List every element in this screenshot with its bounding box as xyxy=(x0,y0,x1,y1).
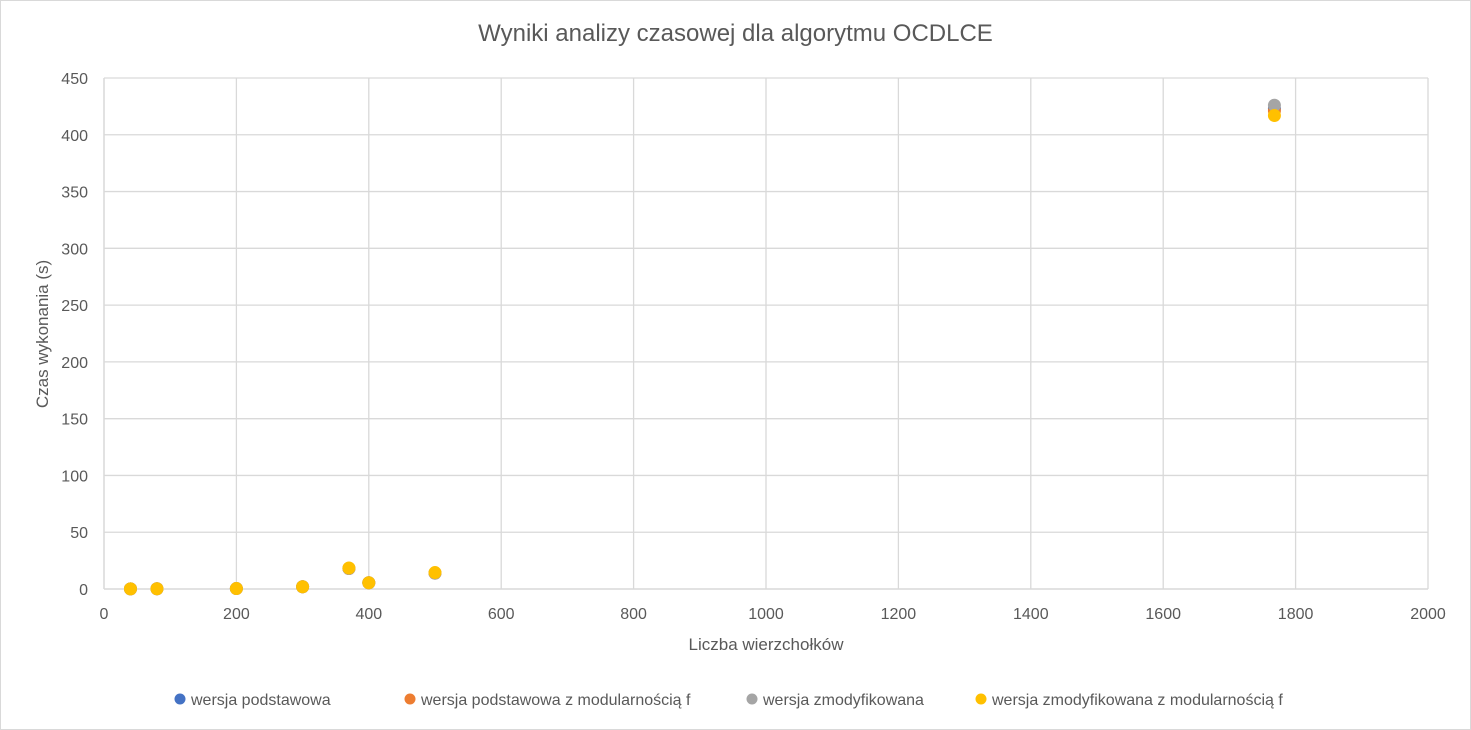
x-tick-label: 800 xyxy=(620,606,647,623)
axes xyxy=(103,78,1428,590)
x-tick-label: 200 xyxy=(223,606,250,623)
legend-label: wersja podstawowa z modularnością f xyxy=(420,692,691,709)
y-tick-label: 450 xyxy=(61,71,88,88)
data-point xyxy=(1267,108,1281,122)
legend-label: wersja zmodyfikowana z modularnością f xyxy=(991,692,1283,709)
y-tick-label: 0 xyxy=(79,582,88,599)
data-points xyxy=(123,98,1281,596)
grid xyxy=(104,77,1429,589)
x-tick-label: 1800 xyxy=(1278,606,1314,623)
x-tick-label: 0 xyxy=(100,606,109,623)
x-axis-title: Liczba wierzchołków xyxy=(689,635,845,654)
legend-marker xyxy=(975,693,987,705)
x-tick-label: 400 xyxy=(355,606,382,623)
data-point xyxy=(229,582,243,596)
legend-label: wersja podstawowa xyxy=(190,692,331,709)
chart-title: Wyniki analizy czasowej dla algorytmu OC… xyxy=(478,20,993,47)
data-point xyxy=(123,582,137,596)
data-point xyxy=(362,576,376,590)
y-axis-title: Czas wykonania (s) xyxy=(33,260,52,408)
y-tick-label: 400 xyxy=(61,128,88,145)
data-point xyxy=(296,580,310,594)
data-point xyxy=(342,561,356,575)
x-tick-label: 600 xyxy=(488,606,515,623)
legend-marker xyxy=(404,693,416,705)
y-tick-label: 300 xyxy=(61,241,88,258)
y-tick-label: 350 xyxy=(61,185,88,202)
legend-label: wersja zmodyfikowana xyxy=(762,692,924,709)
y-tick-label: 100 xyxy=(61,468,88,485)
y-tick-label: 200 xyxy=(61,355,88,372)
legend: wersja podstawowa wersja podstawowa z mod… xyxy=(174,692,1283,709)
x-tick-label: 1200 xyxy=(881,606,917,623)
y-tick-label: 250 xyxy=(61,298,88,315)
legend-marker xyxy=(746,693,758,705)
data-point xyxy=(428,566,442,580)
x-tick-label: 1600 xyxy=(1145,606,1181,623)
data-point xyxy=(150,582,164,596)
x-tick-label: 1400 xyxy=(1013,606,1049,623)
tick-labels: 0 50 100 150 200 250 300 350 400 450 0 200 400 600 800… xyxy=(61,71,1446,623)
y-tick-label: 50 xyxy=(70,525,88,542)
legend-marker xyxy=(174,693,186,705)
y-tick-label: 150 xyxy=(61,412,88,429)
x-tick-label: 1000 xyxy=(748,606,784,623)
x-tick-label: 2000 xyxy=(1410,606,1446,623)
